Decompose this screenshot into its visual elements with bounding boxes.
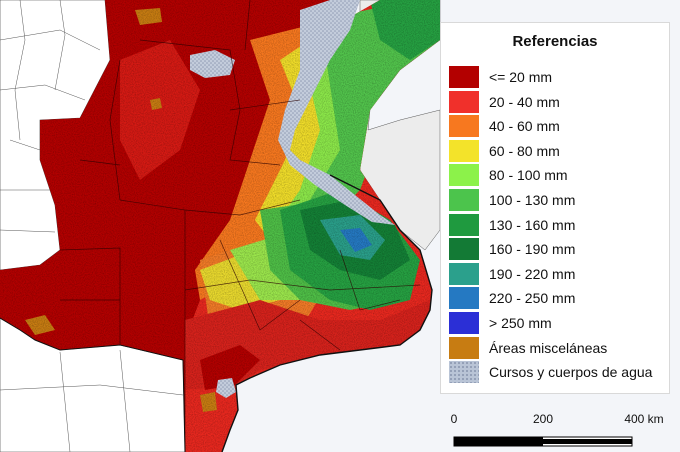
legend-label: 80 - 100 mm: [489, 167, 568, 184]
legend-swatch: [449, 312, 479, 334]
legend-item: <= 20 mm: [449, 66, 552, 88]
legend-swatch: [449, 238, 479, 261]
legend-title: Referencias: [512, 33, 598, 50]
legend-label: Cursos y cuerpos de agua: [489, 364, 653, 381]
legend-label: 160 - 190 mm: [489, 241, 576, 258]
legend-swatch: [449, 90, 479, 113]
legend-swatch: [449, 213, 479, 236]
legend-label: 220 - 250 mm: [489, 290, 576, 307]
parana-river: [278, 0, 395, 225]
legend-item: 20 - 40 mm: [449, 90, 560, 113]
scale-label-0: 0: [450, 412, 458, 426]
legend-item: 160 - 190 mm: [449, 238, 576, 261]
scale-bar-graphic: [453, 436, 633, 447]
southern-boundary: [0, 317, 186, 452]
legend-item: 80 - 100 mm: [449, 164, 568, 187]
legend-item: 220 - 250 mm: [449, 287, 576, 310]
legend-swatch: [449, 361, 479, 384]
coastline: [221, 174, 433, 452]
legend-swatch: [449, 262, 479, 285]
legend-swatch: [449, 189, 479, 211]
legend-swatch: [449, 139, 479, 162]
legend-item: Cursos y cuerpos de agua: [449, 361, 653, 384]
legend-label: 60 - 80 mm: [489, 142, 560, 159]
neighbor-boundaries: [0, 0, 184, 452]
scale-label-200: 200: [532, 412, 554, 426]
legend-label: <= 20 mm: [489, 69, 553, 85]
legend-label: 20 - 40 mm: [489, 93, 560, 110]
legend-swatch: [449, 66, 479, 88]
legend-item: 130 - 160 mm: [449, 213, 576, 236]
legend-label: > 250 mm: [489, 315, 552, 331]
province-boundaries: [59, 0, 421, 452]
legend-label: 190 - 220 mm: [489, 265, 576, 282]
map-legend: Referencias <= 20 mm 20 - 40 mm 40 - 60 mm…: [440, 22, 670, 394]
legend-item: Áreas misceláneas: [449, 336, 608, 359]
scale-bar: 0 200 400 km: [448, 412, 668, 452]
scale-label-400: 400 km: [624, 412, 664, 426]
legend-swatch: [449, 336, 479, 359]
legend-item: > 250 mm: [449, 312, 552, 334]
lagoon: [190, 50, 235, 78]
legend-item: 190 - 220 mm: [449, 262, 576, 285]
legend-swatch: [449, 287, 479, 310]
legend-label: Áreas misceláneas: [489, 339, 608, 356]
legend-item: 40 - 60 mm: [449, 115, 560, 138]
legend-label: 100 - 130 mm: [489, 192, 576, 208]
legend-item: 100 - 130 mm: [449, 189, 575, 211]
legend-label: 40 - 60 mm: [489, 118, 560, 135]
legend-swatch: [449, 115, 479, 138]
bay-south: [216, 378, 236, 398]
legend-item: 60 - 80 mm: [449, 139, 560, 162]
legend-label: 130 - 160 mm: [489, 216, 576, 233]
legend-swatch: [449, 164, 479, 187]
